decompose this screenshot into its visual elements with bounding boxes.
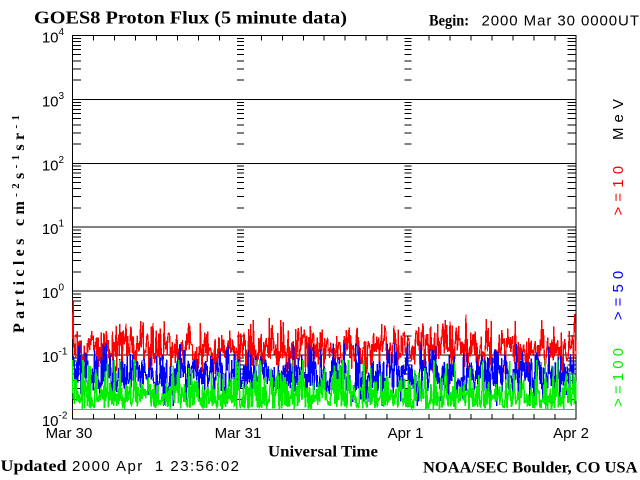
svg-text:10: 10: [42, 413, 59, 430]
svg-text:3: 3: [59, 91, 65, 102]
svg-text:MeV: MeV: [610, 99, 627, 140]
svg-text:2000 Apr 1 23:56:02: 2000 Apr 1 23:56:02: [72, 458, 239, 475]
svg-text:2000 Mar 30 0000UT: 2000 Mar 30 0000UT: [482, 13, 640, 30]
svg-text:-1: -1: [59, 347, 68, 358]
svg-text:Apr 2: Apr 2: [553, 425, 589, 442]
svg-text:10: 10: [42, 285, 59, 302]
svg-text:>=10: >=10: [610, 166, 627, 216]
svg-text:Begin:: Begin:: [429, 13, 469, 30]
svg-text:10: 10: [42, 30, 59, 47]
svg-text:4: 4: [59, 27, 65, 38]
svg-text:GOES8 Proton Flux (5 minute da: GOES8 Proton Flux (5 minute data): [34, 8, 347, 29]
svg-text:-2: -2: [59, 410, 68, 421]
svg-text:10: 10: [42, 93, 59, 110]
svg-text:Apr 1: Apr 1: [388, 425, 424, 442]
svg-text:>=50: >=50: [610, 271, 627, 321]
svg-text:Mar 30: Mar 30: [46, 425, 93, 442]
svg-text:1: 1: [59, 219, 65, 230]
svg-text:Mar 31: Mar 31: [215, 425, 262, 442]
svg-text:NOAA/SEC Boulder, CO USA: NOAA/SEC Boulder, CO USA: [423, 460, 638, 477]
svg-text:>=100: >=100: [610, 348, 627, 407]
svg-text:0: 0: [59, 283, 65, 294]
svg-text:Updated: Updated: [1, 458, 67, 475]
svg-text:Universal Time: Universal Time: [268, 444, 378, 461]
svg-text:10: 10: [42, 157, 59, 174]
svg-text:Particles cm-2s-1sr-1: Particles cm-2s-1sr-1: [10, 115, 28, 333]
svg-text:10: 10: [42, 349, 59, 366]
svg-text:2: 2: [59, 155, 65, 166]
svg-text:10: 10: [42, 221, 59, 238]
